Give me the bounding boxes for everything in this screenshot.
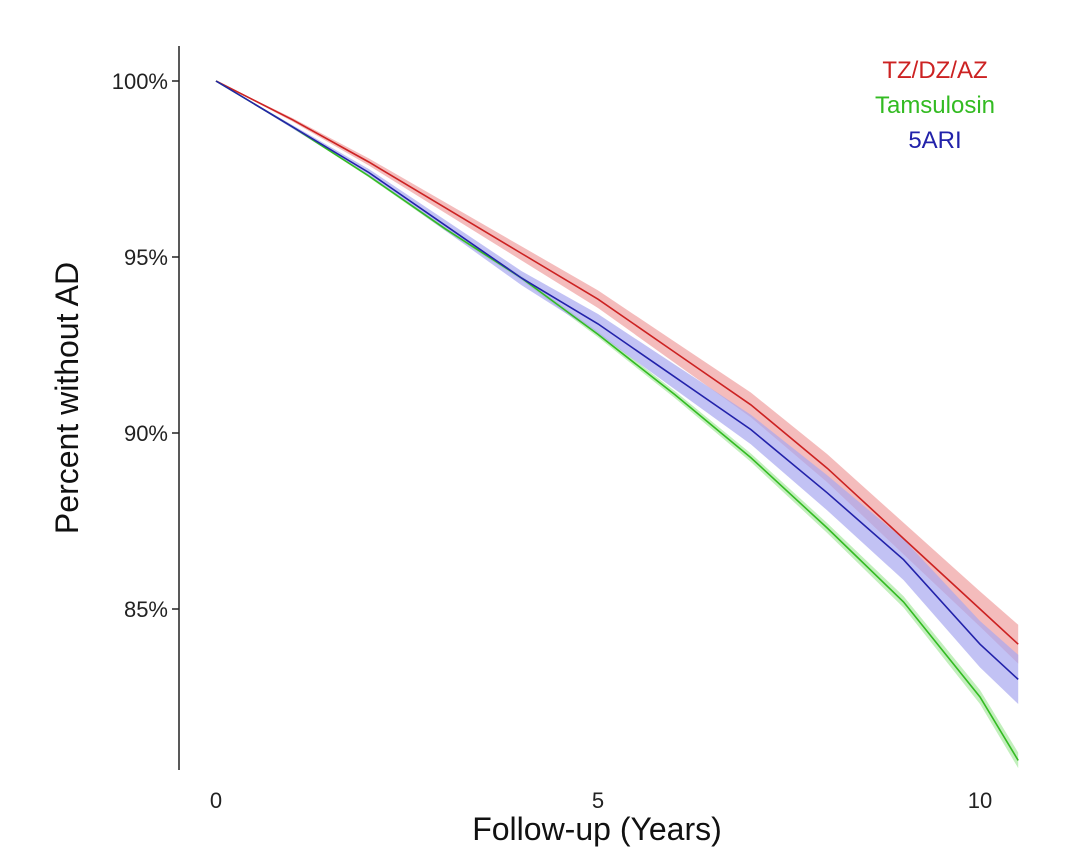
y-tick-label: 100% bbox=[112, 69, 168, 94]
x-tick-label: 0 bbox=[210, 788, 222, 813]
series-line-2 bbox=[215, 80, 1019, 680]
x-tick-label: 10 bbox=[968, 788, 992, 813]
series-line-1 bbox=[215, 80, 1019, 761]
series-line-0 bbox=[215, 80, 1019, 645]
confidence-band-0 bbox=[216, 81, 1019, 664]
legend-entry-0: TZ/DZ/AZ bbox=[882, 57, 987, 84]
legend: TZ/DZ/AZ Tamsulosin 5ARI bbox=[875, 57, 995, 154]
legend-entry-1: Tamsulosin bbox=[875, 92, 995, 119]
confidence-bands bbox=[216, 81, 1019, 769]
legend-entry-2: 5ARI bbox=[908, 127, 961, 154]
y-tick-label: 95% bbox=[124, 245, 168, 270]
series-lines bbox=[215, 80, 1019, 761]
x-axis-ticks: 0 5 10 bbox=[210, 788, 992, 813]
confidence-band-2 bbox=[216, 81, 1019, 704]
y-axis-ticks: 100% 95% 90% 85% bbox=[112, 69, 179, 622]
y-tick-label: 85% bbox=[124, 597, 168, 622]
y-tick-label: 90% bbox=[124, 421, 168, 446]
x-axis-title: Follow-up (Years) bbox=[472, 811, 722, 847]
confidence-band-1 bbox=[216, 81, 1019, 769]
x-tick-label: 5 bbox=[592, 788, 604, 813]
y-axis-title: Percent without AD bbox=[49, 262, 85, 534]
